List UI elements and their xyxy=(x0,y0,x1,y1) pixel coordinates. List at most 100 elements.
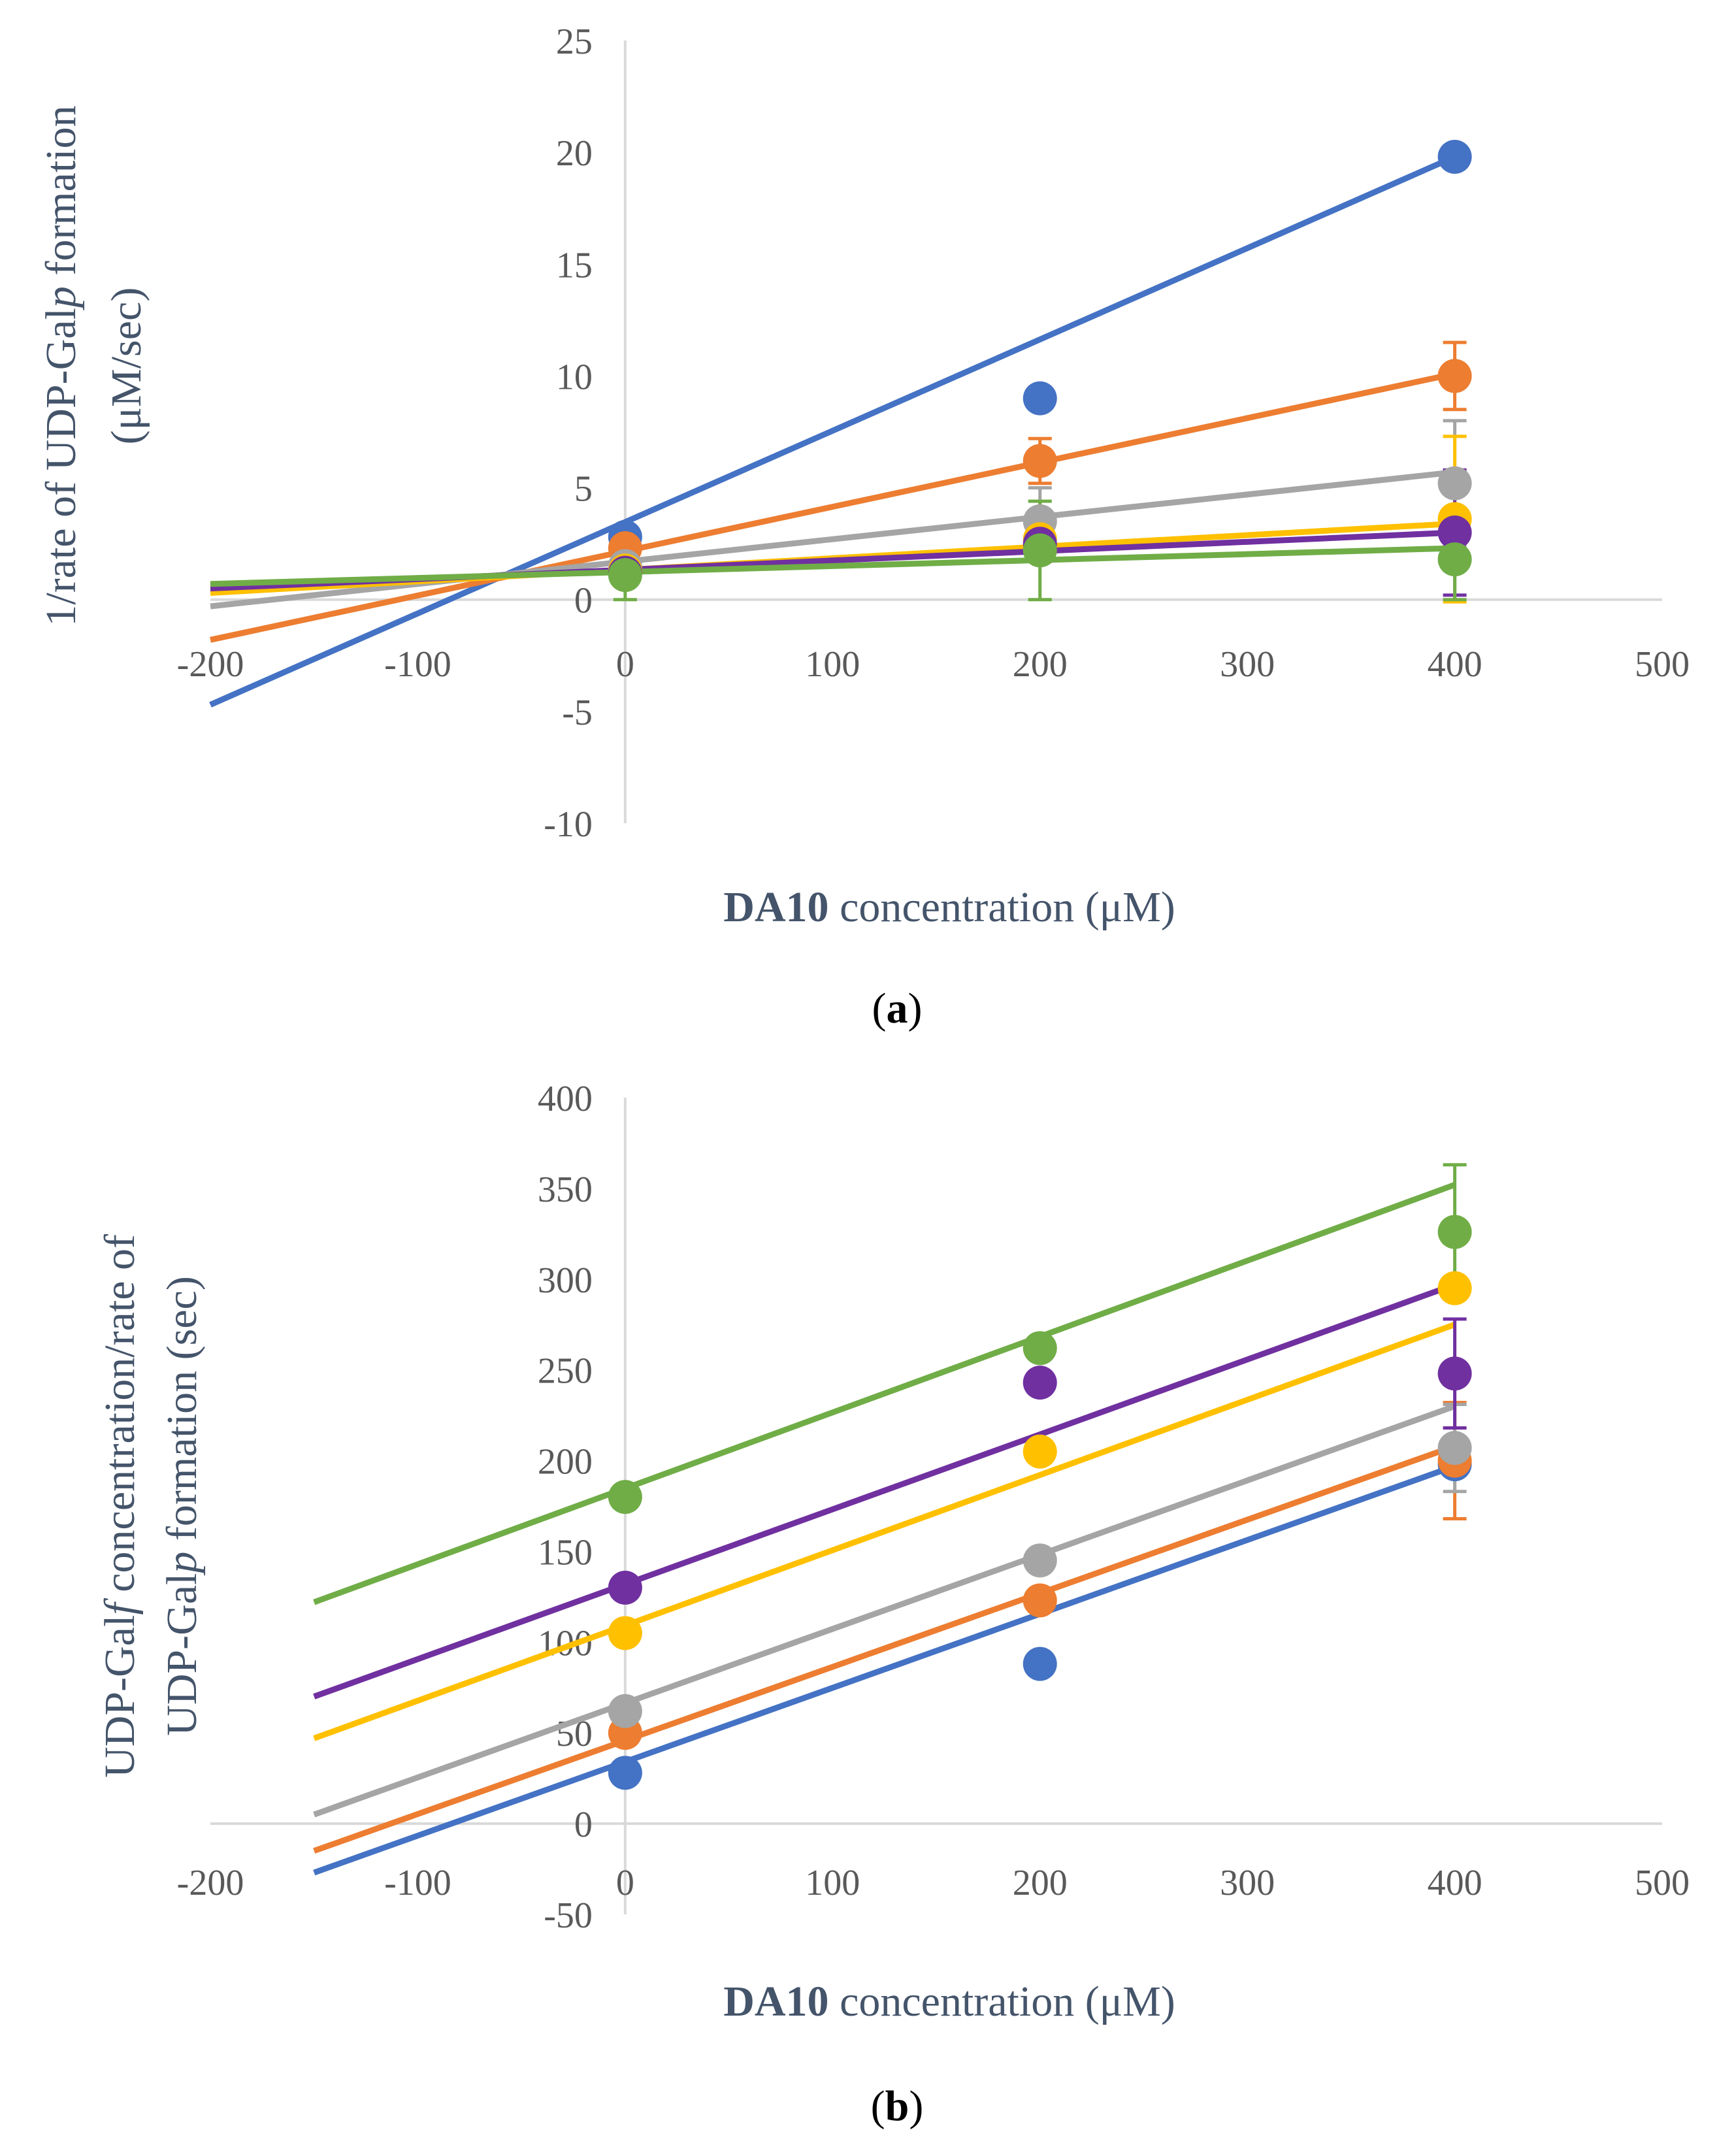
y-axis-label-part: UDP-Gal xyxy=(96,1615,144,1778)
data-point-blue xyxy=(1437,139,1472,174)
x-tick-label: 0 xyxy=(616,1863,634,1903)
trendline-green xyxy=(210,545,1455,587)
data-point-gray xyxy=(1437,466,1472,500)
x-tick-label: -200 xyxy=(177,644,244,685)
panel-label: (a) xyxy=(872,985,923,1032)
data-point-green xyxy=(608,558,642,593)
data-point-green xyxy=(1437,1215,1472,1249)
x-tick-label: 100 xyxy=(805,1863,860,1903)
y-tick-label: 15 xyxy=(556,245,593,286)
data-point-green xyxy=(1437,542,1472,577)
x-tick-label: 300 xyxy=(1220,644,1275,685)
data-point-blue xyxy=(608,1756,642,1790)
y-tick-label: 400 xyxy=(538,1079,593,1119)
y-axis-label-part: formation xyxy=(37,105,85,286)
y-axis-label-part: UDP-Gal xyxy=(158,1573,206,1736)
trendline-yellow xyxy=(313,1321,1456,1741)
panel-b: -200 -100 0 100 200 300 400 500-500501001502002… xyxy=(96,1079,1690,2130)
y-tick-label: 150 xyxy=(538,1532,593,1573)
points-green xyxy=(608,533,1472,593)
y-tick-label: 0 xyxy=(574,581,593,621)
points-orange xyxy=(608,1443,1472,1750)
data-point-gray xyxy=(1437,1431,1472,1465)
series-blue xyxy=(313,1463,1456,1876)
y-tick-label: 250 xyxy=(538,1351,593,1392)
x-axis-label: DA10 concentration (μM) xyxy=(723,1978,1175,2025)
series-gray xyxy=(313,1402,1467,1818)
x-tick-label: 200 xyxy=(1013,644,1068,685)
y-tick-label: 25 xyxy=(556,22,593,62)
trendline-green xyxy=(313,1182,1456,1605)
series-orange xyxy=(313,1401,1467,1854)
trendline-purple xyxy=(313,1281,1456,1699)
y-tick-label: -50 xyxy=(544,1895,593,1936)
x-tick-label: 300 xyxy=(1220,1863,1275,1903)
panel-paren: ( xyxy=(871,2082,885,2130)
y-tick-label: 350 xyxy=(538,1170,593,1210)
x-tick-label: -100 xyxy=(384,1863,451,1903)
y-axis-label-line2: (μM/sec) xyxy=(103,287,150,445)
panel-letter: b xyxy=(885,2082,909,2130)
trendline-gray xyxy=(313,1403,1456,1818)
panel-label: (b) xyxy=(871,2082,924,2130)
y-axis-label-line1: 1/rate of UDP-Galp formation xyxy=(37,105,85,626)
series-blue xyxy=(209,154,1456,708)
data-point-yellow xyxy=(608,1616,642,1650)
panel-paren: ) xyxy=(909,2082,923,2130)
points-green xyxy=(608,1215,1472,1515)
y-axis-label-line2: UDP-Galp formation (sec) xyxy=(158,1276,206,1736)
x-axis-label-bold: DA10 xyxy=(723,883,828,931)
data-point-purple xyxy=(1437,516,1472,550)
y-tick-label: 5 xyxy=(574,469,593,510)
x-tick-label: 0 xyxy=(616,644,634,685)
data-point-orange xyxy=(1023,1583,1057,1618)
y-axis-label-part: 1/rate of UDP-Gal xyxy=(37,308,85,627)
data-point-purple xyxy=(1023,1366,1057,1400)
data-point-orange xyxy=(1023,444,1057,478)
x-tick-label: 200 xyxy=(1013,1863,1068,1903)
points-yellow xyxy=(608,1271,1472,1650)
x-axis-label-rest: concentration (μM) xyxy=(829,1978,1175,2025)
y-axis-label-italic: p xyxy=(37,286,85,310)
trendline-orange xyxy=(210,370,1456,643)
y-axis-label-italic: p xyxy=(158,1552,206,1576)
y-tick-label: 10 xyxy=(556,357,593,397)
y-tick-label: -10 xyxy=(544,804,593,845)
data-point-purple xyxy=(608,1571,642,1605)
trendline-blue xyxy=(313,1463,1456,1876)
y-tick-label: 20 xyxy=(556,133,593,174)
y-axis-label-part: concentration/rate of xyxy=(96,1234,144,1603)
data-point-blue xyxy=(1023,1646,1057,1681)
panel-letter: a xyxy=(887,985,908,1032)
panel-paren: ) xyxy=(908,985,923,1032)
data-point-gray xyxy=(1023,1543,1057,1578)
x-axis-label-bold: DA10 xyxy=(723,1978,828,2025)
y-axis-label-line1: UDP-Galf concentration/rate of xyxy=(96,1234,144,1778)
trendline-blue xyxy=(209,154,1456,708)
x-axis-label: DA10 concentration (μM) xyxy=(723,883,1175,931)
y-tick-label: 200 xyxy=(538,1442,593,1482)
series-purple xyxy=(313,1281,1467,1699)
x-tick-label: -200 xyxy=(177,1863,244,1903)
data-point-yellow xyxy=(1437,1271,1472,1305)
data-point-green xyxy=(1023,1331,1057,1366)
points-blue xyxy=(608,1447,1472,1790)
points-gray xyxy=(608,1431,1472,1728)
x-tick-label: 500 xyxy=(1635,644,1690,685)
data-point-yellow xyxy=(1023,1434,1057,1469)
panel-paren: ( xyxy=(872,985,887,1032)
trendline-orange xyxy=(313,1443,1456,1854)
data-point-orange xyxy=(1437,359,1472,393)
x-tick-label: 400 xyxy=(1428,644,1482,685)
x-tick-label: -100 xyxy=(384,644,451,685)
y-axis-label-part: (μM/sec) xyxy=(103,287,150,445)
x-tick-label: 500 xyxy=(1635,1863,1690,1903)
y-tick-label: 100 xyxy=(538,1623,593,1663)
y-tick-label: 0 xyxy=(574,1805,593,1845)
data-point-purple xyxy=(1437,1356,1472,1391)
data-point-blue xyxy=(1023,381,1057,416)
data-point-green xyxy=(1023,533,1057,568)
x-tick-label: 100 xyxy=(805,644,860,685)
panel-a: -200 -100 0 100 200 300 400 500 -10 -5 0 5 10 15 20 25 D… xyxy=(37,22,1690,1032)
